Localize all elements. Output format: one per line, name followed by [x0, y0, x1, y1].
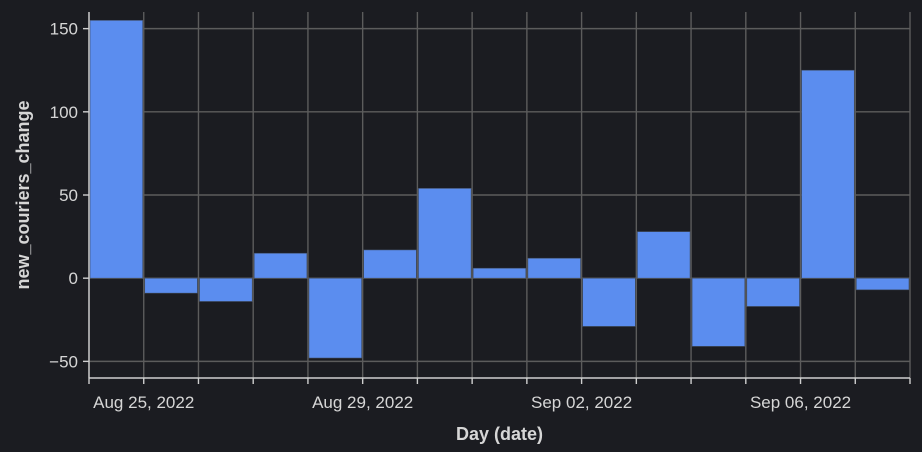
bar [527, 257, 581, 279]
y-tick-label: 150 [50, 20, 78, 39]
bar [691, 277, 746, 347]
bar [418, 188, 472, 279]
bar [637, 231, 691, 279]
bar [582, 277, 636, 327]
bar [746, 277, 800, 307]
bar [144, 277, 198, 294]
x-tick-label: Aug 25, 2022 [93, 393, 194, 412]
bar [855, 277, 910, 291]
x-tick-label: Aug 29, 2022 [312, 393, 413, 412]
x-tick-label: Sep 02, 2022 [531, 393, 632, 412]
y-tick-label: 100 [50, 103, 78, 122]
y-tick-label: 50 [59, 186, 78, 205]
axes: −50 0 50 100 150 Aug 25, 2022 Aug 29, 2022 Sep … [49, 12, 911, 412]
y-tick-label: −50 [49, 352, 78, 371]
bar [199, 277, 253, 302]
bar [253, 252, 308, 279]
y-axis-title: new_couriers_change [13, 100, 33, 289]
x-axis-title: Day (date) [456, 424, 543, 444]
y-tick-label: 0 [69, 269, 78, 288]
bars [89, 20, 910, 359]
bar [472, 267, 527, 279]
grid [88, 12, 911, 378]
bar [89, 20, 144, 279]
bar [363, 249, 417, 279]
bar [801, 69, 855, 279]
x-tick-label: Sep 06, 2022 [750, 393, 851, 412]
bar [308, 277, 362, 359]
